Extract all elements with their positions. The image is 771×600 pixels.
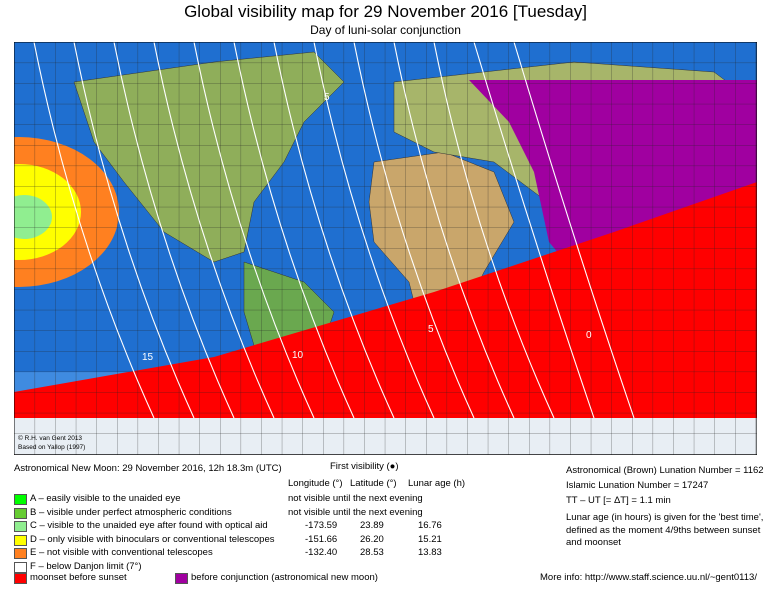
table-cell: 23.89 — [360, 520, 384, 531]
legend-label: moonset before sunset — [30, 572, 127, 583]
contour-label: 15 — [142, 352, 154, 363]
credit-source: Based on Yallop (1997) — [18, 444, 85, 451]
table-cell: 26.20 — [360, 533, 384, 545]
legend-label: before conjunction (astronomical new moo… — [191, 572, 378, 583]
column-header: Latitude (°) — [350, 478, 397, 489]
swatch — [14, 561, 27, 573]
legend-label: D – only visible with binoculars or conv… — [30, 533, 275, 545]
swatch — [14, 534, 27, 546]
table-cell: 16.76 — [418, 520, 442, 531]
table-cell: 13.83 — [418, 547, 442, 558]
contour-label: 5 — [324, 92, 330, 103]
table-cell: 28.53 — [360, 547, 384, 558]
legend-label: A – easily visible to the unaided eye — [30, 493, 181, 504]
swatch — [175, 573, 188, 584]
brown-lunation: Astronomical (Brown) Lunation Number = 1… — [566, 465, 764, 476]
legend-label: B – visible under perfect atmospheric co… — [30, 506, 232, 518]
contour-label: 0 — [586, 330, 592, 341]
contour-label: 10 — [292, 350, 304, 361]
new-moon: Astronomical New Moon: 29 November 2016,… — [14, 463, 282, 474]
swatch — [14, 548, 27, 559]
table-cell: -132.40 — [305, 547, 338, 558]
credit: © R.H. van Gent 2013 — [18, 434, 82, 442]
swatch — [14, 573, 27, 584]
swatch — [14, 494, 27, 505]
subtitle: Day of luni-solar conjunction — [310, 23, 461, 37]
table-cell: -173.59 — [305, 520, 338, 531]
map: 15 10 5 0 5 © R.H. van Gent 2013 Based o… — [14, 42, 757, 455]
swatch — [14, 507, 27, 519]
column-header: Longitude (°) — [288, 478, 343, 489]
islamic-lunation: Islamic Lunation Number = 17247 — [566, 480, 709, 491]
swatch — [14, 521, 27, 532]
visibility-note: not visible until the next evening — [288, 506, 423, 518]
lunar-age-note: Lunar age (in hours) is given for the 'b… — [566, 512, 764, 548]
table-cell: 15.21 — [418, 533, 442, 545]
table-cell: -151.66 — [305, 533, 338, 545]
contours — [33, 42, 635, 419]
contour-label: 5 — [428, 324, 434, 335]
legend-label: C – visible to the unaided eye after fou… — [30, 520, 268, 531]
legend-label: E – not visible with conventional telesc… — [30, 547, 213, 558]
column-header: Lunar age (h) — [408, 478, 466, 489]
delta-t: TT – UT [= ΔT] = 1.1 min — [566, 495, 671, 506]
visibility-note: not visible until the next evening — [288, 493, 423, 504]
legend-label: F – below Danjon limit (7°) — [30, 560, 142, 572]
more-info: More info: http://www.staff.science.uu.n… — [540, 572, 757, 583]
first-visibility: First visibility (●) — [330, 461, 399, 472]
title: Global visibility map for 29 November 20… — [184, 2, 587, 21]
